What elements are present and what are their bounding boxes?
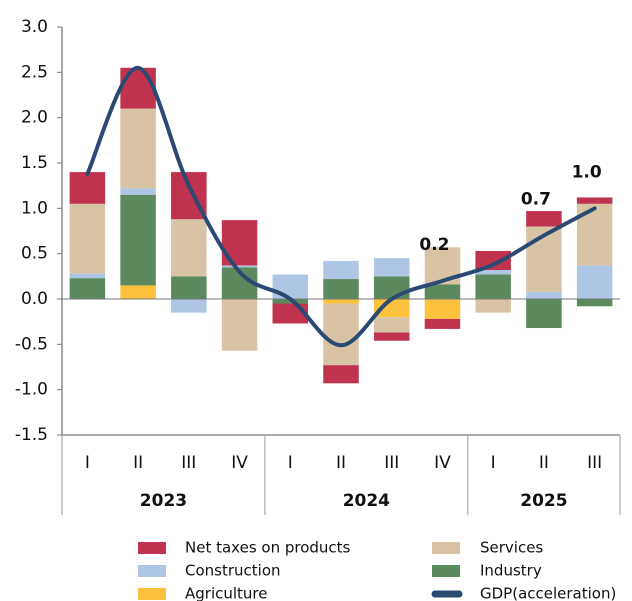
bar-segment — [171, 299, 207, 313]
bar-segment — [373, 317, 410, 333]
bar-segment — [69, 278, 106, 299]
bar-segment — [323, 365, 359, 384]
x-tick-label: II — [539, 453, 549, 473]
bar-segment — [323, 279, 359, 299]
y-tick-label: 0.5 — [21, 244, 48, 264]
x-tick-label: III — [587, 453, 602, 473]
legend-label: Construction — [185, 562, 281, 580]
x-tick-label: I — [491, 453, 496, 473]
bar-segment — [526, 211, 562, 227]
y-tick-label: 1.5 — [21, 153, 48, 173]
bar-segment — [576, 197, 613, 204]
x-tick-label: IV — [231, 453, 248, 473]
bar-segment — [69, 203, 106, 274]
x-tick-label: I — [288, 453, 293, 473]
y-tick-label: -1.0 — [15, 380, 48, 400]
y-tick-label: -0.5 — [15, 334, 48, 354]
y-tick-label: -1.5 — [15, 425, 48, 445]
x-tick-label: II — [133, 453, 143, 473]
bar-segment — [171, 219, 207, 277]
bar-segment — [69, 273, 106, 279]
bar-segment — [576, 265, 613, 299]
bar-segment — [475, 274, 511, 299]
x-tick-label: II — [336, 453, 346, 473]
bar-segment — [120, 67, 156, 109]
legend-swatch — [432, 542, 460, 554]
legend-swatch — [138, 565, 166, 577]
value-label: 0.7 — [521, 190, 551, 210]
bar-segment — [69, 172, 106, 204]
legend-swatch — [138, 588, 166, 600]
bar-segment — [424, 318, 461, 329]
bar-segment — [323, 260, 359, 280]
bar-segment — [475, 269, 511, 275]
bar-segment — [272, 274, 309, 299]
x-tick-label: IV — [434, 453, 451, 473]
bar-segment — [120, 108, 156, 189]
x-tick-label: III — [181, 453, 196, 473]
year-label: 2024 — [343, 491, 390, 511]
y-tick-label: 2.5 — [21, 62, 48, 82]
y-tick-label: 1.0 — [21, 198, 48, 218]
x-tick-label: I — [85, 453, 90, 473]
y-tick-label: 0.0 — [21, 289, 48, 309]
bar-segment — [120, 188, 156, 195]
y-tick-label: 3.0 — [21, 17, 48, 37]
bar-segment — [373, 276, 410, 299]
bar-segment — [323, 303, 359, 366]
bar-segment — [373, 299, 410, 318]
year-label: 2023 — [140, 491, 187, 511]
bar-segment — [373, 332, 410, 341]
value-label: 0.2 — [419, 235, 449, 255]
bar-segment — [120, 285, 156, 299]
bar-segment — [221, 265, 258, 268]
bar-segment — [323, 299, 359, 304]
legend-label: Industry — [480, 562, 542, 580]
value-label: 1.0 — [572, 162, 602, 182]
bar-segment — [526, 299, 562, 329]
bar-segment — [120, 194, 156, 286]
legend-label: Services — [480, 539, 543, 557]
legend-label: Agriculture — [185, 585, 268, 601]
bar-segment — [424, 284, 461, 299]
legend-swatch — [432, 565, 460, 577]
bar-segment — [221, 299, 258, 351]
x-tick-label: III — [384, 453, 399, 473]
y-tick-label: 2.0 — [21, 108, 48, 128]
legend-swatch — [138, 542, 166, 554]
bar-segment — [576, 299, 613, 307]
bar-segment — [424, 299, 461, 319]
legend-label: Net taxes on products — [185, 539, 351, 557]
bar-segment — [171, 276, 207, 299]
year-label: 2025 — [520, 491, 567, 511]
gdp-line — [85, 65, 597, 348]
bar-segment — [526, 291, 562, 299]
legend-label: GDP(acceleration) — [480, 585, 616, 601]
bar-segment — [373, 258, 410, 277]
bar-segment — [475, 250, 511, 270]
bar-segment — [475, 299, 511, 313]
